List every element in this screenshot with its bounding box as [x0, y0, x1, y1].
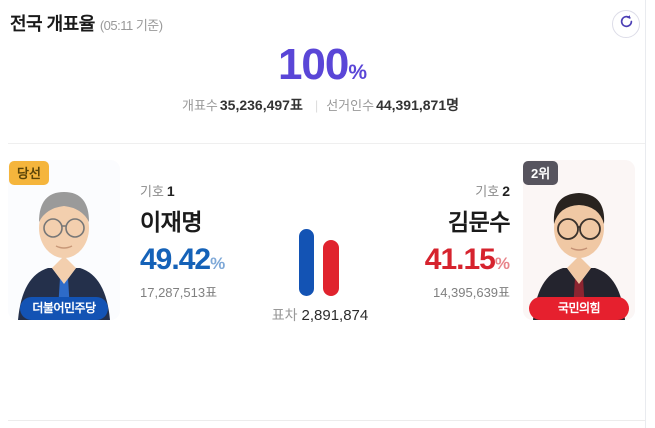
electorate-value: 44,391,871명: [376, 97, 460, 113]
candidate2-name: 김문수: [448, 209, 510, 235]
ballot-label: 기호: [140, 184, 164, 199]
timestamp: (05:11 기준): [99, 18, 163, 33]
candidate2-votes: 14,395,639표: [432, 285, 510, 300]
elected-badge: 당선: [9, 161, 49, 185]
percent-sign: %: [210, 254, 226, 273]
candidate2-portrait-illustration: [523, 160, 635, 320]
candidate1-party-label: 더불어민주당: [20, 297, 108, 320]
panel-right-border: [645, 0, 646, 428]
section-divider: [8, 143, 645, 144]
candidate1-info: 기호 1 이재명 49.42% 17,287,513표: [140, 181, 315, 301]
ballot-number: 1: [166, 183, 175, 199]
national-count-progress: 100%: [0, 40, 645, 90]
vote-gap-label: 표차: [271, 307, 298, 323]
candidate3-row[interactable]: 3 기호4 이준석 개혁신당 8.34% 2,917,523표: [0, 352, 645, 420]
progress-percent-sign: %: [348, 61, 368, 84]
candidate1-percent: 49.42%: [140, 243, 315, 277]
candidate2-party-label: 국민의힘: [529, 297, 629, 320]
candidate2-ballot: 기호 2: [335, 181, 510, 200]
vote-gap-value: 2,891,874: [301, 307, 369, 324]
candidate2-percent: 41.15%: [335, 243, 510, 277]
runner-up-badge: 2위: [523, 161, 559, 185]
ballot-label: 기호: [475, 184, 500, 199]
candidate2-info: 기호 2 김문수 41.15% 14,395,639표: [335, 181, 511, 301]
candidate1-photo: [8, 160, 120, 320]
refresh-icon: [619, 14, 634, 34]
stats-separator: |: [314, 98, 319, 113]
candidate1-portrait-illustration: [8, 160, 120, 320]
percent-value: 41.15: [424, 243, 496, 276]
candidate1-vote-bar: [299, 229, 314, 296]
candidate1-ballot: 기호 1: [140, 181, 315, 200]
row-bottom-border: [8, 420, 645, 421]
candidate1-votes: 17,287,513표: [140, 285, 218, 300]
percent-value: 49.42: [140, 243, 211, 276]
candidate2-vote-bar: [323, 240, 339, 296]
page-title: 전국 개표율 (05:11 기준): [10, 10, 163, 36]
page-title-text: 전국 개표율: [10, 14, 95, 34]
vote-gap: 표차 2,891,874: [220, 305, 420, 325]
percent-sign: %: [494, 254, 510, 273]
electorate-label: 선거인수: [326, 98, 375, 113]
candidate1-name: 이재명: [140, 209, 202, 235]
refresh-button[interactable]: [612, 10, 640, 38]
counted-value: 35,236,497표: [219, 97, 303, 113]
counted-label: 개표수: [181, 98, 218, 113]
count-stats: 개표수 35,236,497표 | 선거인수 44,391,871명: [0, 95, 645, 115]
ballot-number: 2: [502, 183, 510, 199]
progress-value: 100: [277, 40, 349, 89]
candidate2-photo: [523, 160, 635, 320]
